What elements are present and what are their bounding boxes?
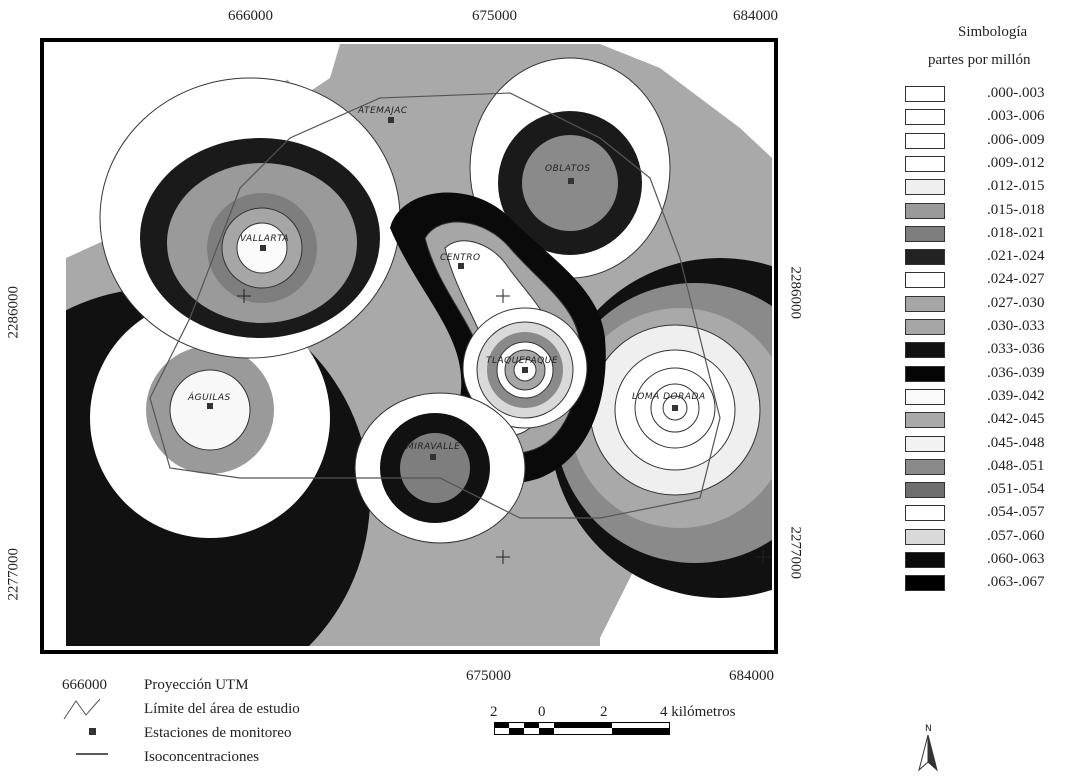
legend-swatch: [905, 202, 945, 219]
legend-label: .045-.048: [987, 434, 1045, 451]
legend-label: .015-.018: [987, 201, 1045, 218]
legend-label: .060-.063: [987, 551, 1045, 567]
legend-label: .000-.003: [987, 85, 1045, 101]
left-tick-2286000: 2286000: [5, 286, 22, 339]
legend-swatch: [905, 132, 945, 149]
legend-swatch: [905, 225, 945, 242]
left-tick-2277000: 2277000: [5, 548, 22, 601]
legend-swatch: [905, 272, 945, 289]
legend-label: .012-.015: [987, 178, 1045, 195]
north-label: N: [925, 724, 932, 734]
legend-swatch: [905, 435, 945, 452]
north-arrow-icon: [918, 734, 938, 772]
legend-swatch: [905, 482, 945, 499]
scale-label-2-right: 2: [600, 704, 608, 720]
legend-label: .030-.033: [987, 318, 1045, 334]
right-tick-2286000: 2286000: [787, 266, 804, 320]
legend-label: .051-.054: [987, 481, 1045, 498]
scale-bar: [494, 722, 670, 735]
legend-label: .054-.057: [987, 504, 1045, 521]
station-label-centro: CENTRO: [440, 253, 481, 263]
bottom-tick-675000: 675000: [466, 668, 511, 684]
legend-swatch: [905, 342, 945, 359]
grid-crosshairs: [237, 289, 770, 564]
stations-label: Estaciones de monitoreo: [144, 725, 292, 741]
legend-swatch: [905, 388, 945, 405]
legend-swatch: [905, 179, 945, 196]
top-tick-666000: 666000: [228, 8, 273, 24]
legend-swatch: [905, 109, 945, 126]
legend-swatch: [905, 86, 945, 102]
legend-label: .033-.036: [987, 341, 1045, 358]
legend-swatch: [905, 295, 945, 312]
legend-swatch: [905, 458, 945, 475]
legend-label: .057-.060: [987, 527, 1045, 544]
projection-code: 666000: [62, 677, 107, 693]
scale-label-2-left: 2: [490, 704, 498, 720]
station-label-oblatos: OBLATOS: [545, 164, 591, 174]
legend-label: .027-.030: [987, 294, 1045, 311]
legend-swatch: [905, 365, 945, 382]
study-area-boundary-icon: [63, 698, 101, 720]
bottom-tick-684000: 684000: [729, 668, 774, 684]
legend-swatch: [905, 412, 945, 429]
projection-label: Proyección UTM: [144, 677, 249, 693]
station-label-tlaquepaque: TLAQUEPAQUE: [486, 356, 558, 366]
pollution-isoconcentration-map: ATEMAJAC OBLATOS VALLARTA CENTRO TLAQUEP…: [40, 38, 778, 654]
legend-subtitle: partes por millón: [928, 52, 1031, 68]
legend-swatch: [905, 505, 945, 522]
legend-swatch: [905, 552, 945, 568]
station-label-vallarta: VALLARTA: [240, 234, 289, 244]
legend-swatch: [905, 528, 945, 545]
legend-label: .003-.006: [987, 108, 1045, 125]
monitoring-stations: [207, 117, 678, 460]
monitoring-station-icon: [89, 728, 96, 735]
legend-label: .006-.009: [987, 131, 1045, 148]
isolines-label: Isoconcentraciones: [144, 749, 259, 765]
scale-label-4-km: 4 kilómetros: [660, 704, 736, 720]
right-tick-2277000: 2277000: [787, 526, 804, 580]
legend-label: .036-.039: [987, 364, 1045, 381]
legend-swatch: [905, 319, 945, 335]
top-tick-684000: 684000: [733, 8, 778, 24]
legend-label: .042-.045: [987, 411, 1045, 428]
legend-label: .039-.042: [987, 387, 1045, 404]
legend-label: .009-.012: [987, 154, 1045, 171]
top-tick-675000: 675000: [472, 8, 517, 24]
isoline-icon: [76, 753, 108, 755]
boundary-label: Límite del área de estudio: [144, 701, 300, 717]
legend-swatch: [905, 155, 945, 172]
station-label-atemajac: ATEMAJAC: [357, 106, 408, 116]
station-label-miravalle: MIRAVALLE: [406, 442, 460, 452]
legend-label: .021-.024: [987, 248, 1045, 265]
legend-label: .063-.067: [987, 574, 1045, 591]
legend-label: .024-.027: [987, 271, 1045, 288]
legend-label: .018-.021: [987, 224, 1045, 241]
legend-swatch: [905, 575, 945, 592]
legend-label: .048-.051: [987, 457, 1045, 474]
scale-label-0: 0: [538, 704, 546, 720]
legend-swatch: [905, 249, 945, 266]
station-label-loma-dorada: LOMA DORADA: [632, 392, 706, 402]
legend-title: Simbología: [958, 24, 1028, 40]
station-label-aguilas: ÁGUILAS: [187, 391, 231, 403]
